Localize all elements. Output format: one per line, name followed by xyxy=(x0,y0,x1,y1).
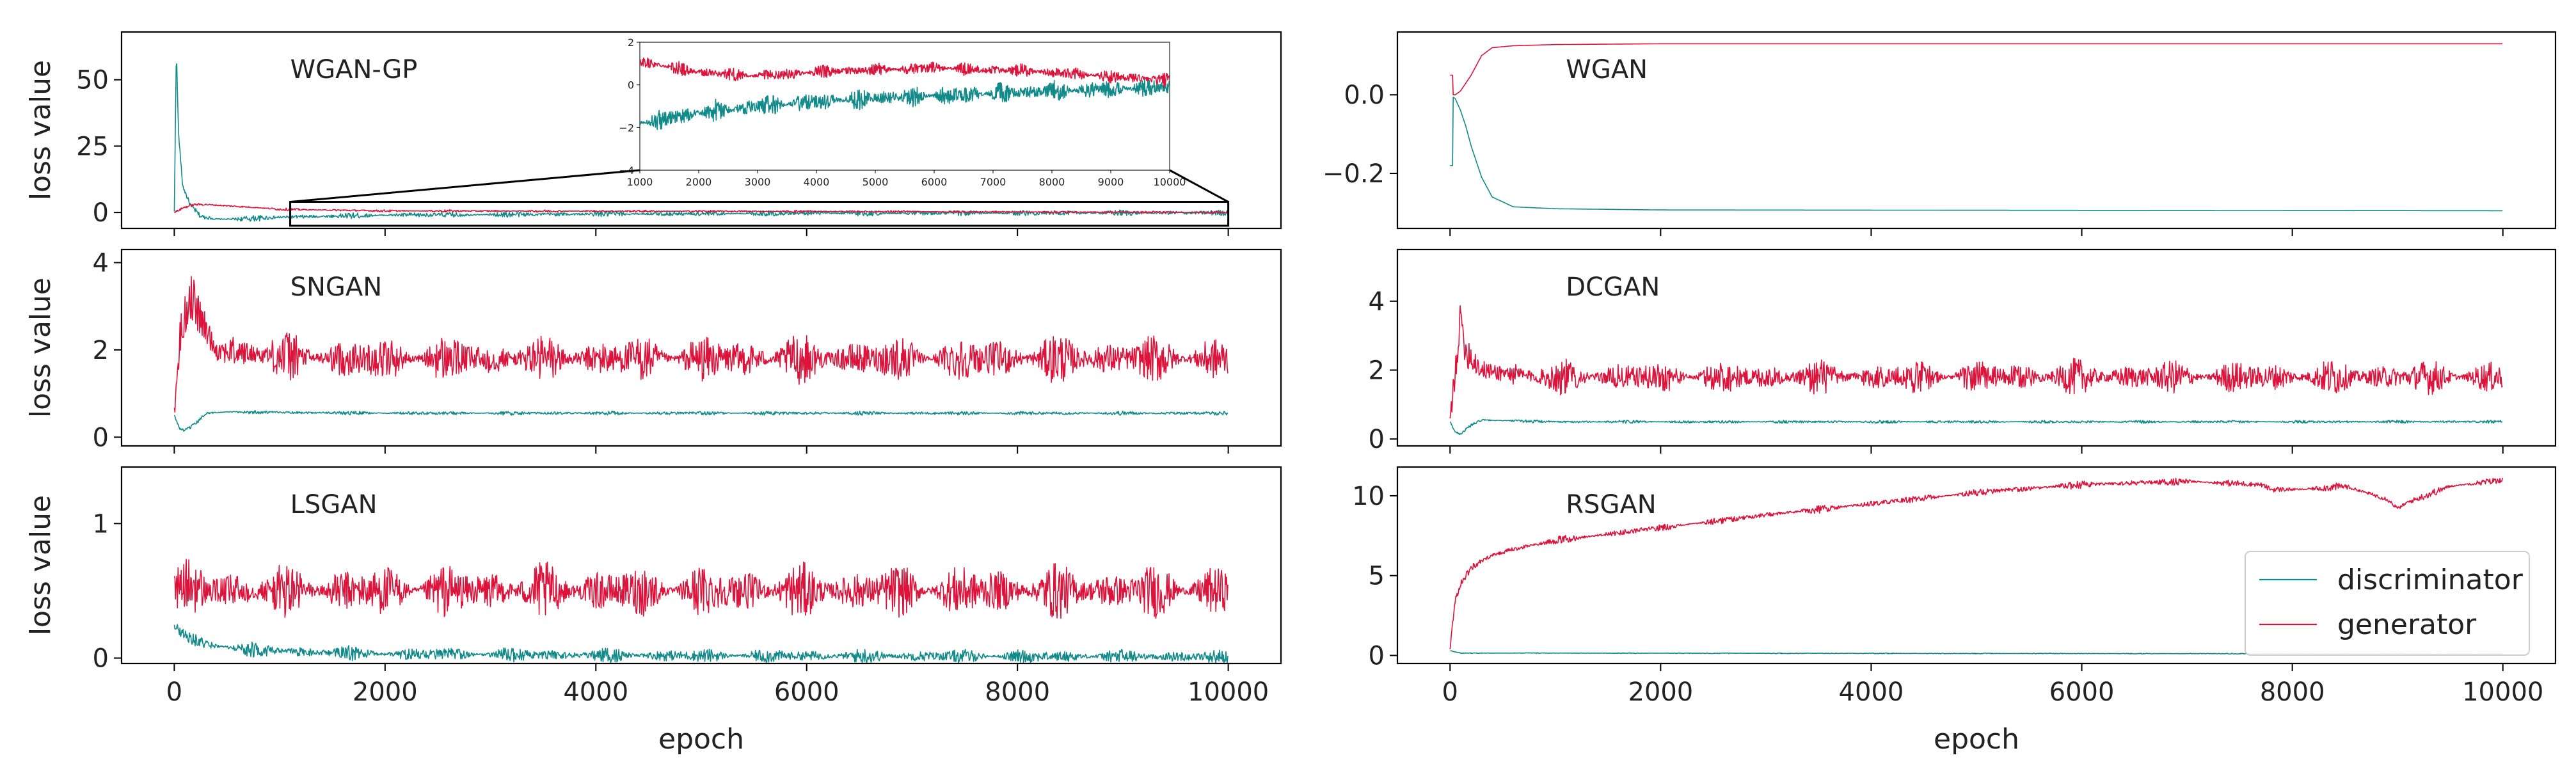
panel-title-label: DCGAN xyxy=(1566,273,1660,302)
y-tick-label: 0 xyxy=(93,198,109,228)
x-tick-label: 4000 xyxy=(1839,678,1904,707)
inset-x-tick-label: 2000 xyxy=(686,176,712,188)
series-line-discriminator xyxy=(173,409,1228,432)
x-tick-label: 8000 xyxy=(2260,678,2325,707)
panel-title-label: WGAN xyxy=(1566,55,1648,84)
panel-title-label: RSGAN xyxy=(1566,490,1656,519)
y-tick-label: 2 xyxy=(93,336,109,365)
y-tick-label: −0.2 xyxy=(1323,159,1385,189)
legend: discriminator generator xyxy=(2245,551,2530,656)
x-tick-label: 10000 xyxy=(2462,678,2543,707)
series-line-generator xyxy=(1450,43,2503,95)
x-tick-label: 2000 xyxy=(1628,678,1693,707)
inset-axes: 1000 2000 3000 4000 5000 6000 7000 8000 9000 1000… xyxy=(619,36,1186,188)
y-tick-label: 0 xyxy=(93,423,109,452)
inset-frame xyxy=(639,42,1170,171)
inset-x-tick-label: 1000 xyxy=(627,176,653,188)
panel-title-label: SNGAN xyxy=(290,273,383,302)
axes-frame xyxy=(1396,466,2557,665)
x-tick-label: 2000 xyxy=(353,678,418,707)
inset-x-tick-label: 8000 xyxy=(1039,176,1065,188)
y-axis-label: loss value xyxy=(24,278,57,418)
series-line-generator xyxy=(173,276,1228,413)
x-tick-label: 0 xyxy=(1442,678,1458,707)
series-line-generator xyxy=(174,203,1228,214)
y-axis-label: loss value xyxy=(24,495,57,635)
series-line-discriminator xyxy=(1449,418,2503,435)
axes-frame xyxy=(120,466,1282,665)
series-line-generator xyxy=(173,559,1228,619)
panel-wgan: 0.0 −0.2 WGAN xyxy=(1323,31,2557,236)
plot-area xyxy=(1450,43,2503,212)
inset-background xyxy=(640,42,1170,170)
axes-frame xyxy=(1396,31,2557,230)
panel-dcgan: 0 2 4 DCGAN xyxy=(1369,248,2557,454)
x-tick-label: 6000 xyxy=(774,678,839,707)
inset-x-tick-label: 5000 xyxy=(863,176,889,188)
zoom-connector-line xyxy=(1169,169,1229,203)
panel-wgan-gp: 0 25 50 loss value WGAN-GP 1000 2000 3000 4000 50… xyxy=(24,31,1282,236)
x-tick-label: 0 xyxy=(166,678,182,707)
y-tick-label: 50 xyxy=(76,66,109,95)
legend-box xyxy=(2245,551,2530,656)
inset-x-tick-label: 7000 xyxy=(980,176,1006,188)
axes-frame xyxy=(1396,248,2557,447)
series-line-generator xyxy=(1449,477,2503,649)
x-tick-label: 10000 xyxy=(1188,678,1269,707)
panel-lsgan: 0 1 0 2000 4000 6000 8000 10000 loss value epoch L… xyxy=(24,466,1282,756)
y-tick-label: 25 xyxy=(76,132,109,161)
inset-y-tick-label: 0 xyxy=(628,79,634,91)
plot-area xyxy=(173,63,1228,222)
y-tick-label: 0 xyxy=(93,644,109,674)
zoom-connector-line xyxy=(290,169,640,203)
x-tick-label: 8000 xyxy=(985,678,1050,707)
zoom-region-box xyxy=(289,201,1230,227)
x-tick-label: 4000 xyxy=(563,678,628,707)
panel-sngan: 0 2 4 loss value SNGAN xyxy=(24,248,1282,454)
panel-title-label: LSGAN xyxy=(290,490,378,519)
inset-x-tick-label: 6000 xyxy=(921,176,948,188)
inset-y-tick-label: 2 xyxy=(628,36,634,49)
x-tick-label: 6000 xyxy=(2049,678,2115,707)
y-tick-label: 5 xyxy=(1369,562,1385,591)
y-axis-label: loss value xyxy=(24,60,57,200)
axes-frame xyxy=(120,31,1282,230)
inset-y-tick-label: −4 xyxy=(619,164,634,177)
y-tick-label: 1 xyxy=(93,509,109,539)
plot-area xyxy=(1449,305,2503,435)
inset-plot-area xyxy=(640,57,1170,131)
inset-y-tick-label: −2 xyxy=(619,122,634,134)
inset-x-tick-label: 3000 xyxy=(745,176,771,188)
y-tick-label: 0 xyxy=(1369,425,1385,454)
axes-frame xyxy=(120,248,1282,447)
y-tick-label: 0.0 xyxy=(1344,81,1385,110)
plot-area xyxy=(173,276,1228,432)
series-line-generator xyxy=(1449,305,2503,419)
plot-area xyxy=(173,559,1228,663)
series-line-discriminator xyxy=(173,624,1228,663)
inset-x-tick-label: 10000 xyxy=(1154,176,1186,188)
y-tick-label: 4 xyxy=(93,248,109,278)
panel-rsgan: 0 5 10 0 2000 4000 6000 8000 10000 epoch RSGAN disc… xyxy=(1352,466,2557,756)
series-line-discriminator xyxy=(1450,97,2503,212)
x-axis-label: epoch xyxy=(658,723,744,756)
panel-title-label: WGAN-GP xyxy=(290,55,418,84)
x-axis-label: epoch xyxy=(1934,723,2019,756)
series-line-discriminator-inset xyxy=(640,76,1170,131)
series-line-generator-inset xyxy=(640,57,1170,88)
legend-label-discriminator: discriminator xyxy=(2337,564,2524,596)
y-tick-label: 10 xyxy=(1352,482,1385,511)
inset-x-tick-label: 9000 xyxy=(1098,176,1124,188)
inset-x-tick-label: 4000 xyxy=(804,176,830,188)
legend-label-generator: generator xyxy=(2337,608,2477,641)
y-tick-label: 2 xyxy=(1369,356,1385,386)
y-tick-label: 4 xyxy=(1369,287,1385,317)
y-tick-label: 0 xyxy=(1369,642,1385,671)
